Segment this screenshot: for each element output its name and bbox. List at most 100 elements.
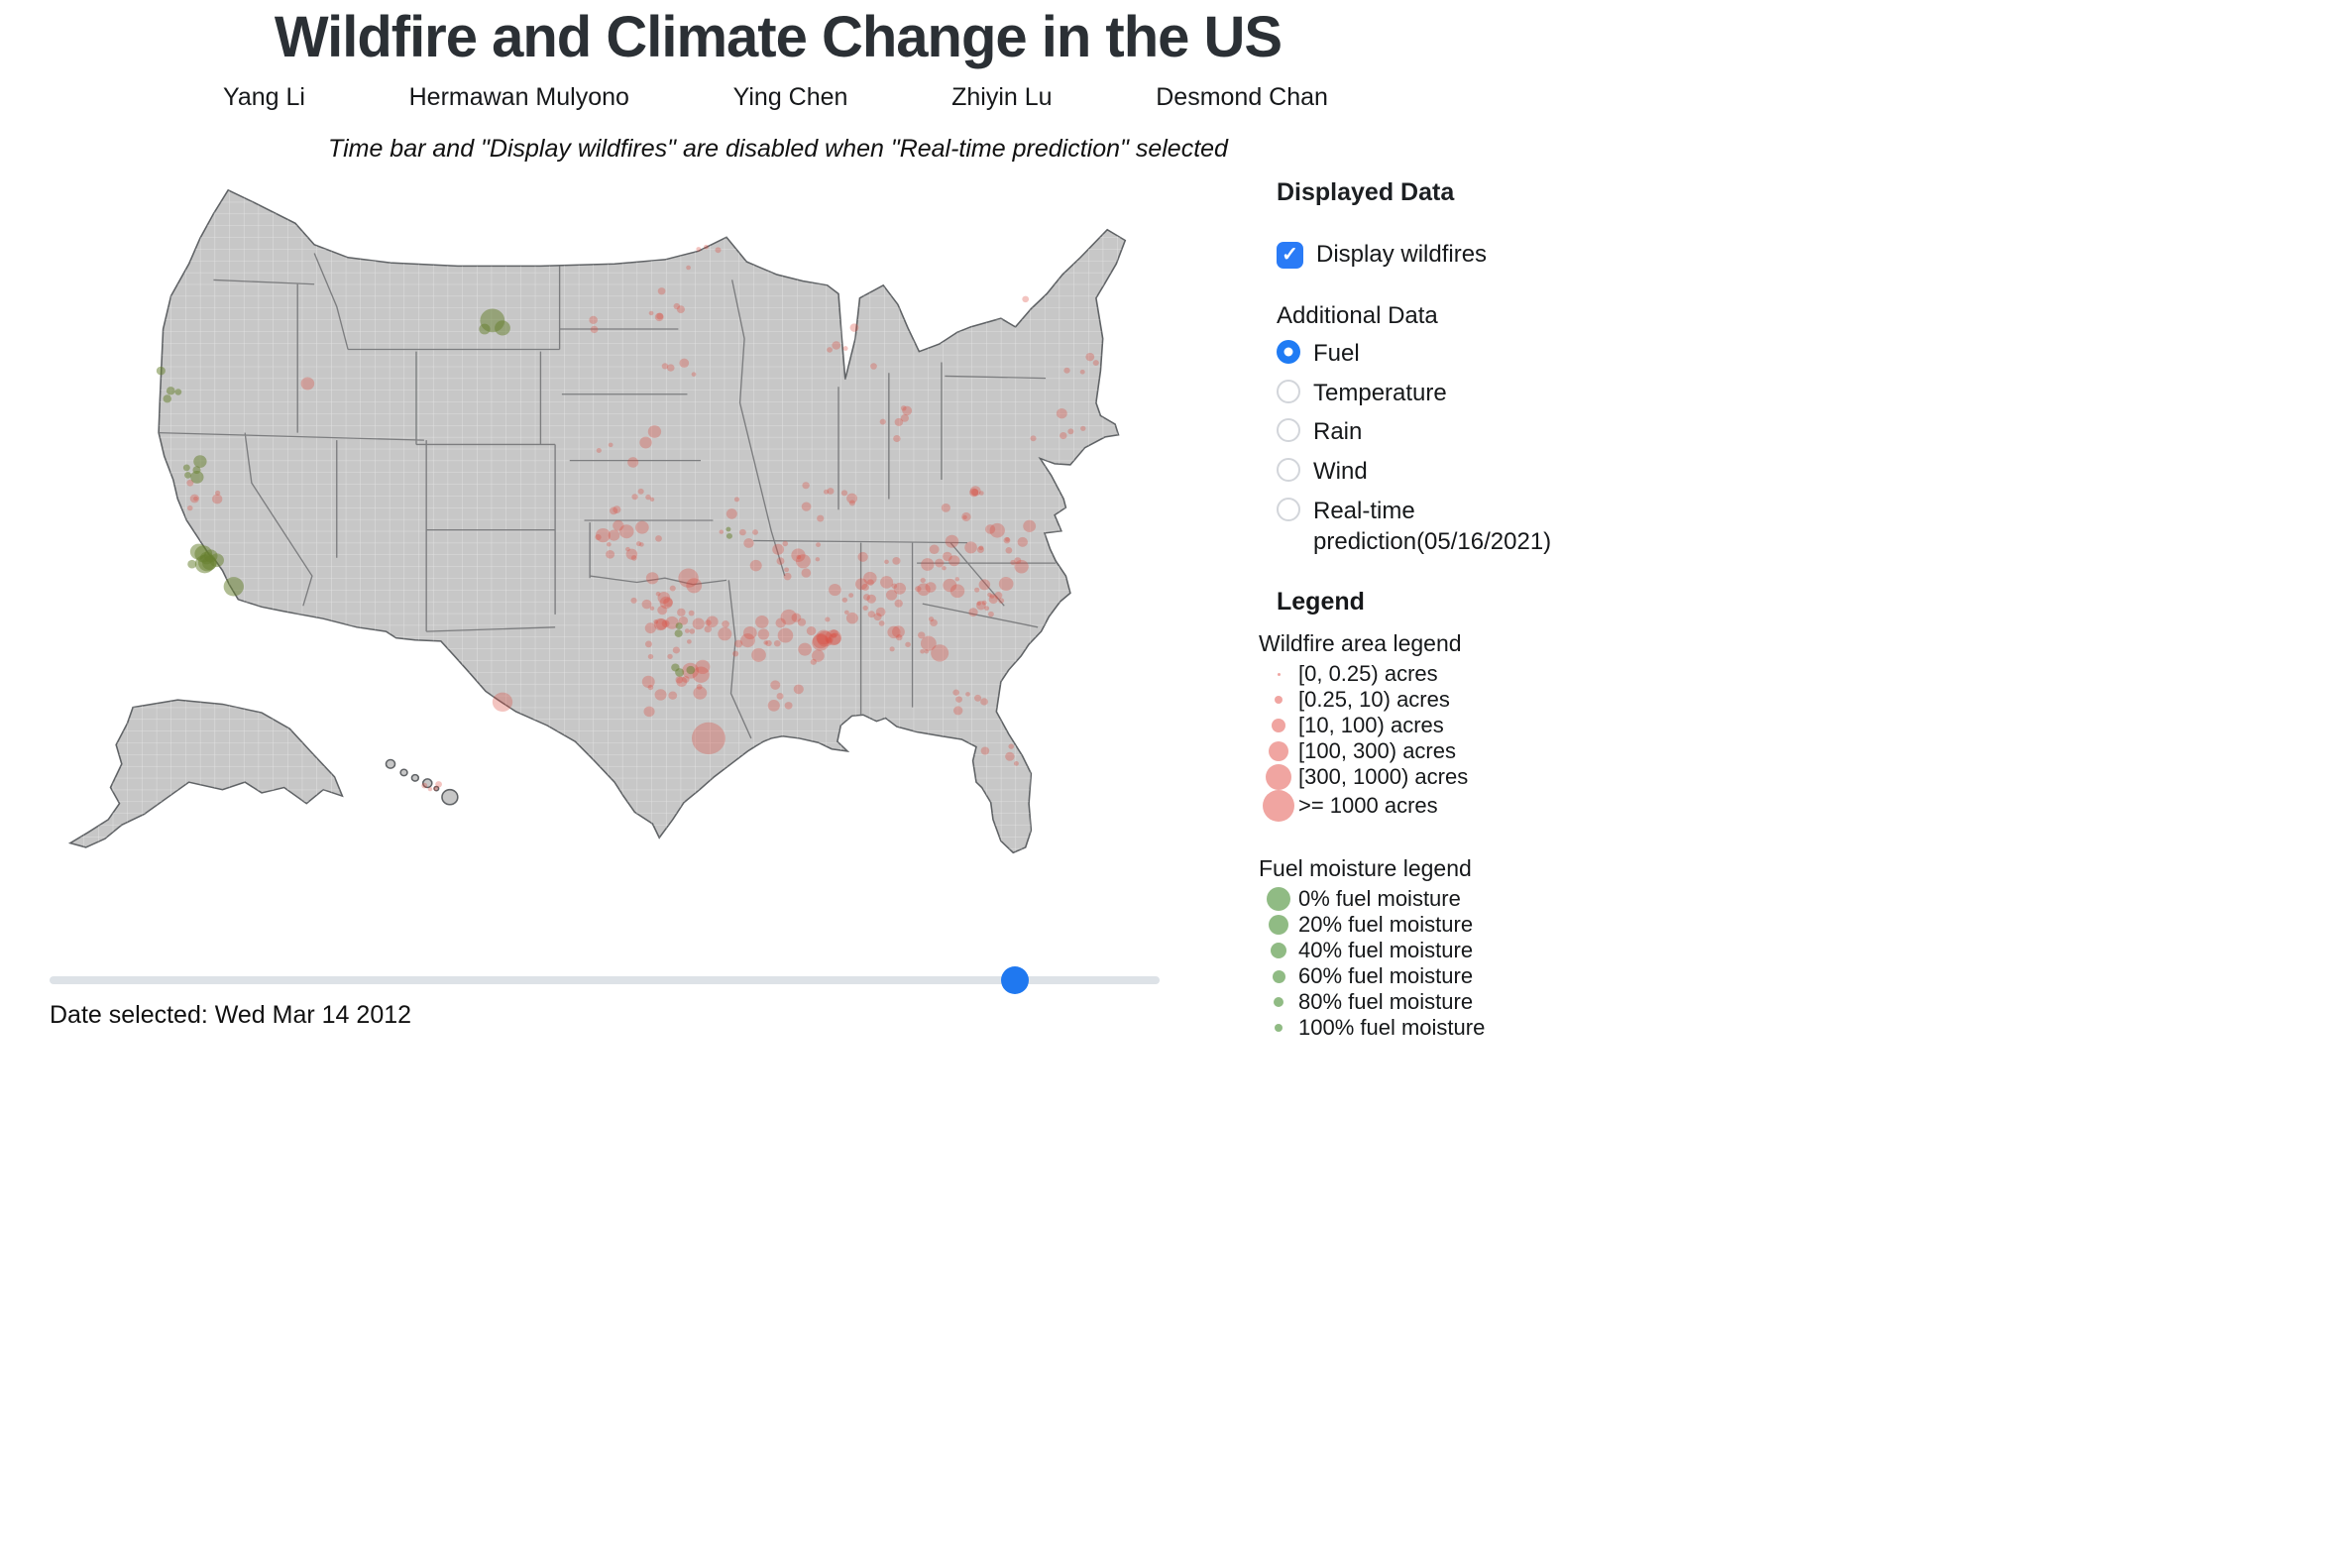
wildfire-dot (692, 666, 710, 683)
radio-control[interactable] (1277, 379, 1300, 403)
fuel-legend-circle (1271, 943, 1286, 959)
radio-option-2[interactable]: Rain (1277, 416, 1574, 448)
wildfire-dot (668, 691, 678, 700)
display-wildfires-checkbox[interactable] (1277, 241, 1303, 269)
wildfire-legend-label: [0, 0.25) acres (1298, 661, 1438, 687)
map-dots-layer (156, 244, 1099, 792)
wildfire-dot (630, 555, 637, 561)
wildfire-dot (878, 620, 885, 626)
fuel-legend-item: 40% fuel moisture (1259, 938, 1574, 963)
fuel-moisture-dot (223, 577, 244, 597)
wildfire-dot (635, 520, 649, 534)
wildfire-dot (891, 583, 898, 589)
wildfire-dot (589, 315, 598, 324)
wildfire-dot (752, 529, 758, 535)
wildfire-dot (892, 556, 901, 565)
wildfire-dot (929, 544, 940, 554)
wildfire-dot (734, 639, 743, 648)
wildfire-dot (905, 641, 911, 647)
wildfire-dot (801, 568, 812, 578)
wildfire-dot (211, 494, 223, 504)
time-slider-track[interactable] (50, 976, 1160, 984)
wildfire-dot (757, 628, 770, 640)
author-name: Ying Chen (732, 83, 848, 111)
wildfire-dot (659, 596, 673, 610)
radio-control[interactable] (1277, 418, 1300, 443)
radio-label: Wind (1313, 458, 1368, 486)
fuel-legend-circle-cell (1259, 997, 1298, 1008)
wildfire-dot (1063, 367, 1070, 374)
wildfire-dot (1023, 519, 1037, 532)
fuel-legend-label: 40% fuel moisture (1298, 938, 1474, 963)
wildfire-dot (186, 504, 193, 511)
wildfire-legend-circle (1275, 696, 1283, 705)
wildfire-dot (948, 555, 960, 567)
wildfire-legend-item: >= 1000 acres (1259, 790, 1574, 823)
us-map (67, 188, 1127, 854)
author-name: Yang Li (223, 83, 305, 111)
display-wildfires-label: Display wildfires (1316, 241, 1488, 268)
wildfire-dot (989, 522, 1005, 538)
wildfire-dot (1067, 428, 1074, 435)
radio-control[interactable] (1277, 340, 1300, 364)
radio-option-1[interactable]: Temperature (1277, 378, 1574, 409)
wildfire-dot (631, 494, 638, 501)
wildfire-dot (665, 616, 679, 629)
wildfire-dot (656, 312, 664, 320)
wildfire-dot (643, 706, 655, 718)
wildfire-dot (842, 346, 848, 351)
wildfire-dot (427, 786, 433, 792)
wildfire-dot (828, 632, 841, 645)
wildfire-dot (718, 626, 732, 641)
radio-option-4[interactable]: Real-time prediction(05/16/2021) (1277, 496, 1574, 558)
wildfire-dot (767, 700, 780, 712)
wildfire-dot (675, 676, 684, 684)
time-bar[interactable] (50, 965, 1160, 995)
radio-control[interactable] (1277, 497, 1300, 521)
wildfire-legend-circle-cell (1259, 741, 1298, 762)
wildfire-dot (733, 497, 740, 503)
wildfire-legend-list: [0, 0.25) acres [0.25, 10) acres [10, 100)… (1263, 661, 1574, 823)
wildfire-dot (635, 541, 642, 547)
wildfire-dot (848, 500, 855, 506)
wildfire-dot (648, 310, 654, 316)
wildfire-dot (817, 514, 825, 522)
wildfire-dot (931, 644, 949, 662)
wildfire-dot (981, 600, 987, 606)
wildfire-dot (791, 613, 802, 622)
fuel-moisture-dot (725, 526, 731, 532)
wildfire-dot (831, 632, 837, 638)
wildfire-dot (952, 706, 963, 716)
wildfire-dot (849, 323, 859, 332)
wildfire-dot (980, 746, 990, 755)
radio-control[interactable] (1277, 458, 1300, 483)
wildfire-dot (663, 598, 673, 608)
radio-option-3[interactable]: Wind (1277, 456, 1574, 488)
wildfire-dot (1022, 295, 1030, 303)
wildfire-dot (704, 244, 709, 250)
wildfire-dot (676, 305, 685, 313)
fuel-moisture-dot (479, 323, 491, 335)
radio-option-0[interactable]: Fuel (1277, 338, 1574, 370)
wildfire-dot (655, 591, 661, 597)
wildfire-dot (1017, 536, 1028, 547)
wildfire-dot (649, 606, 655, 611)
wildfire-legend-circle (1269, 741, 1288, 762)
wildfire-dot (772, 543, 784, 555)
wildfire-dot (827, 347, 834, 353)
time-slider-thumb[interactable] (1001, 966, 1030, 994)
wildfire-dot (873, 613, 882, 621)
wildfire-dot (885, 589, 898, 601)
wildfire-dot (596, 448, 602, 453)
fuel-legend-circle (1275, 1024, 1283, 1033)
wildfire-dot (870, 363, 877, 370)
wildfire-dot (606, 541, 612, 547)
wildfire-dot (1008, 743, 1015, 749)
wildfire-dot (435, 781, 442, 788)
wildfire-dot (777, 627, 794, 643)
wildfire-dot (861, 583, 869, 592)
wildfire-dot (654, 689, 667, 701)
wildfire-dot (653, 617, 667, 631)
wildfire-dot (988, 595, 998, 605)
display-wildfires-row[interactable]: Display wildfires (1277, 241, 1574, 269)
